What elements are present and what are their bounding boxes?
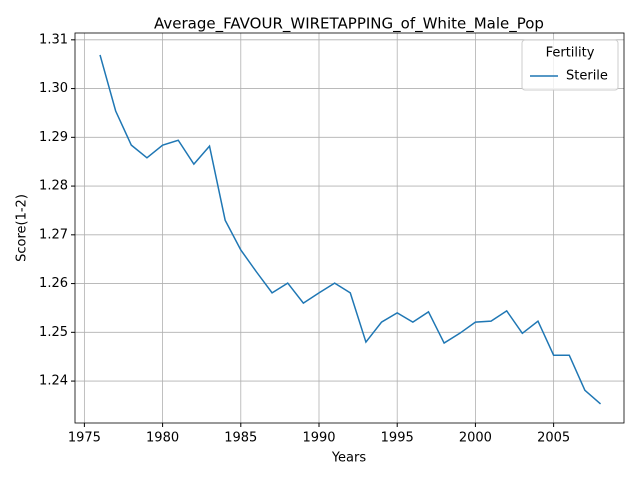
legend-box — [521, 39, 619, 91]
legend-title: Fertility — [546, 46, 595, 61]
plot-frame — [74, 32, 625, 424]
x-axis-label: Years — [331, 451, 367, 466]
data-line — [99, 54, 602, 405]
y-tick-label: 1.26 — [39, 276, 68, 291]
x-tick-label: 1980 — [146, 431, 179, 446]
y-tick-label: 1.31 — [39, 32, 68, 47]
y-tick-label: 1.25 — [39, 325, 68, 340]
y-tick-label: 1.24 — [39, 374, 68, 389]
legend-label: Sterile — [566, 69, 608, 84]
x-tick-label: 1985 — [224, 431, 257, 446]
y-tick-label: 1.30 — [39, 81, 68, 96]
x-tick-label: 2000 — [459, 431, 492, 446]
x-tick-label: 1990 — [302, 431, 335, 446]
x-tick-label: 1995 — [381, 431, 414, 446]
x-tick-label: 2005 — [537, 431, 570, 446]
y-axis-label: Score(1-2) — [15, 194, 30, 262]
y-tick-label: 1.29 — [39, 130, 68, 145]
y-tick-label: 1.27 — [39, 227, 68, 242]
chart-title: Average_FAVOUR_WIRETAPPING_of_White_Male… — [154, 15, 544, 34]
x-tick-label: 1975 — [68, 431, 101, 446]
y-tick-label: 1.28 — [39, 179, 68, 194]
